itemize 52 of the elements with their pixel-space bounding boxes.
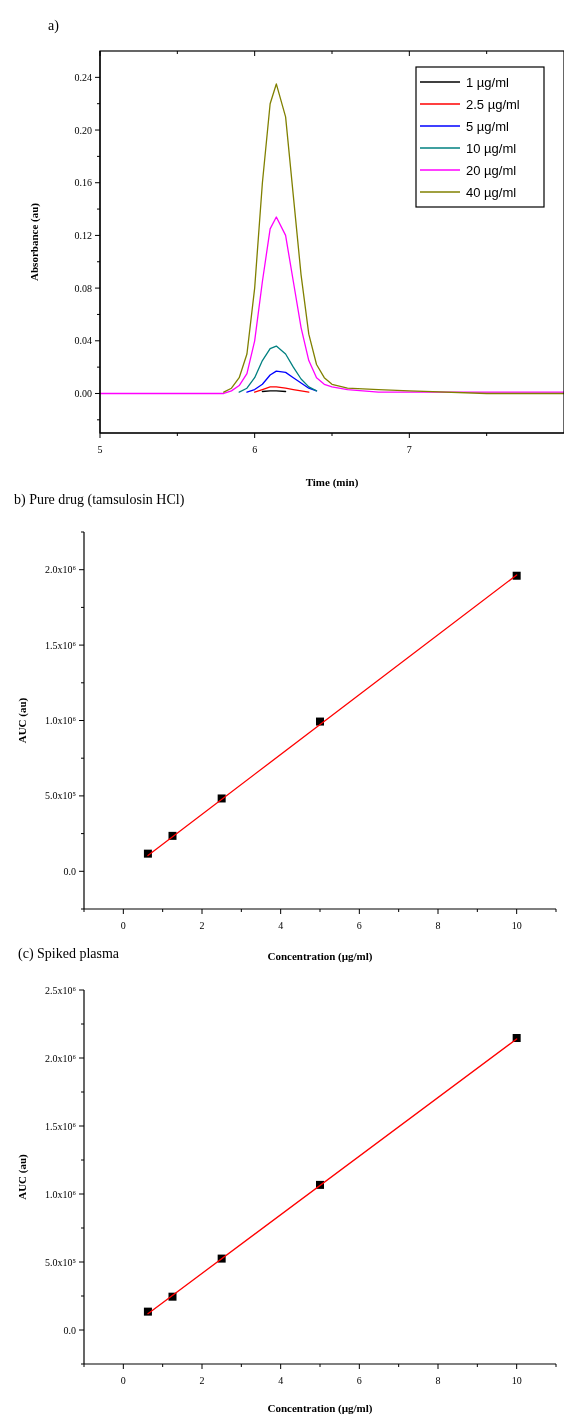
legend-label: 10 µg/ml [466,141,517,156]
line-series [238,345,318,393]
line-series [246,370,318,393]
x-tick-label: 7 [406,444,412,455]
legend-label: 5 µg/ml [466,119,509,134]
x-tick-label: 10 [511,1375,522,1386]
chart-title: b) Pure drug (tamsulosin HCl) [14,492,185,508]
y-tick-label: 0.20 [74,124,92,136]
y-axis-title: AUC (au) [16,1153,29,1200]
y-tick-label: 0.0 [63,865,76,877]
legend-label: 2.5 µg/ml [466,97,520,112]
y-tick-label: 0.0 [63,1324,76,1336]
x-axis-title: Concentration (µg/ml) [267,1402,373,1415]
x-tick-label: 8 [435,1375,441,1386]
y-tick-label: 5.0x10⁵ [45,1256,76,1268]
legend-label: 40 µg/ml [466,185,517,200]
x-axis-title: Time (min) [305,476,359,489]
x-tick-label: 10 [511,920,522,931]
y-tick-label: 2.5x10⁶ [45,984,77,996]
x-tick-label: 0 [120,920,126,931]
y-tick-label: 2.0x10⁶ [45,564,77,576]
chart-title: a) [48,18,60,34]
x-tick-label: 6 [356,920,362,931]
x-tick-label: 2 [199,1375,205,1386]
x-tick-label: 2 [199,920,205,931]
x-tick-label: 8 [435,920,441,931]
y-tick-label: 1.0x10⁶ [45,1188,77,1200]
text: 0.00 [74,387,92,399]
y-tick-label: 5.0x10⁵ [45,790,76,802]
y-tick-label: 0.12 [74,229,92,241]
point [512,571,521,580]
y-tick-label: 2.0x10⁶ [45,1052,77,1064]
y-tick-label: 1.0x10⁶ [45,715,77,726]
x-tick-label: 4 [278,1375,284,1386]
chart-title: (c) Spiked plasma [18,946,120,962]
x-tick-label: 5 [97,444,103,455]
y-axis-title: AUC (au) [16,697,29,744]
y-tick-label: 0.08 [74,282,92,294]
x-tick-label: 6 [252,444,258,455]
y-tick-label: 0.04 [74,335,92,347]
legend-label: 1 µg/ml [466,75,509,90]
y-tick-label: 0.24 [74,71,92,83]
y-axis-title: Absorbance (au) [28,202,41,281]
line-series [100,216,564,395]
x-tick-label: 4 [278,920,284,931]
x-tick-label: 6 [356,1375,362,1386]
x-tick-label: 0 [120,1375,126,1386]
legend-label: 20 µg/ml [466,163,517,178]
y-tick-label: 1.5x10⁶ [45,1120,77,1132]
x-axis-title: Concentration (µg/ml) [267,950,373,963]
y-tick-label: 0.16 [74,177,92,189]
y-tick-label: 1.5x10⁶ [45,639,77,651]
